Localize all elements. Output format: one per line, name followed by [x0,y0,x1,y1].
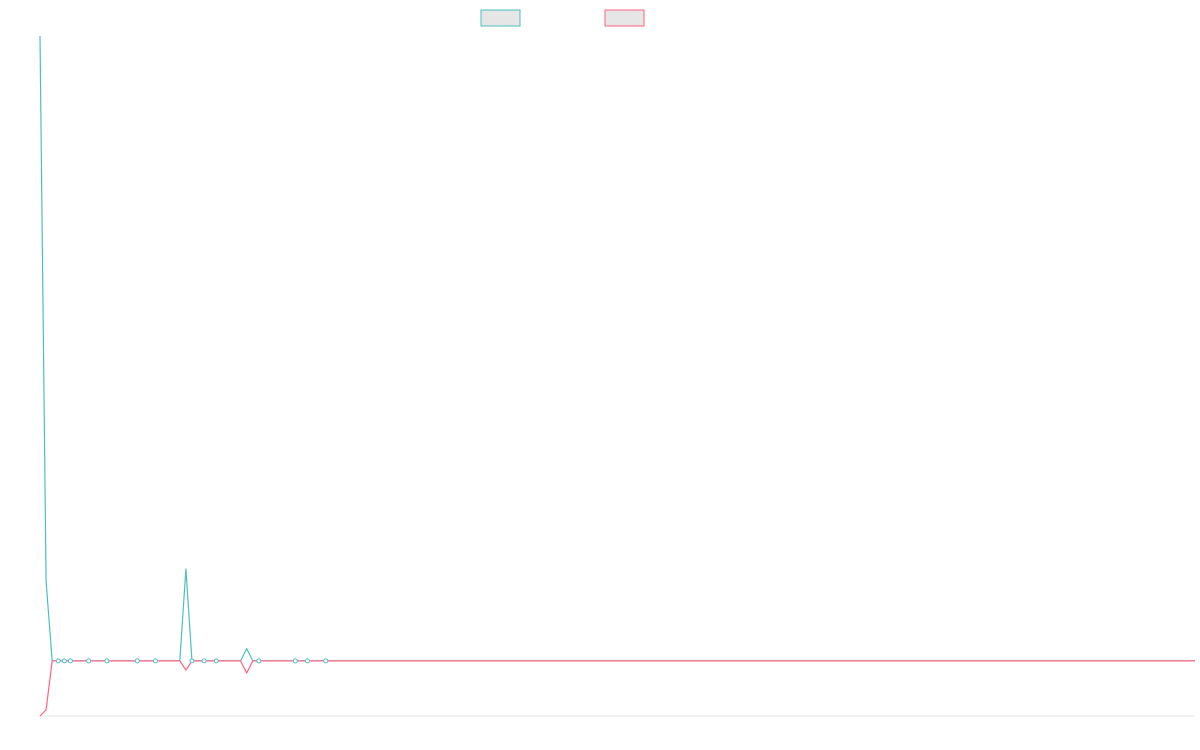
legend[interactable] [480,9,645,27]
data-point-marker[interactable] [153,658,158,664]
legend-item-series-1[interactable] [480,9,521,27]
data-point-marker[interactable] [67,658,73,664]
series-markers [55,658,329,664]
legend-swatch [480,9,521,27]
data-point-marker[interactable] [292,658,298,664]
series-2-line [39,660,1195,717]
data-point-marker[interactable] [55,658,61,664]
data-point-marker[interactable] [213,658,219,664]
data-point-marker[interactable] [86,658,92,664]
legend-item-series-2[interactable] [604,9,645,27]
data-point-marker[interactable] [134,658,140,664]
legend-swatch [604,9,645,27]
data-point-marker[interactable] [61,658,67,664]
data-point-marker[interactable] [304,658,310,664]
data-point-marker[interactable] [104,658,110,664]
data-point-marker[interactable] [201,658,207,664]
data-point-marker[interactable] [189,658,195,664]
series-lines [39,35,1195,717]
data-point-marker[interactable] [256,658,262,664]
data-point-marker[interactable] [323,658,329,664]
series-1-line [39,35,1195,662]
